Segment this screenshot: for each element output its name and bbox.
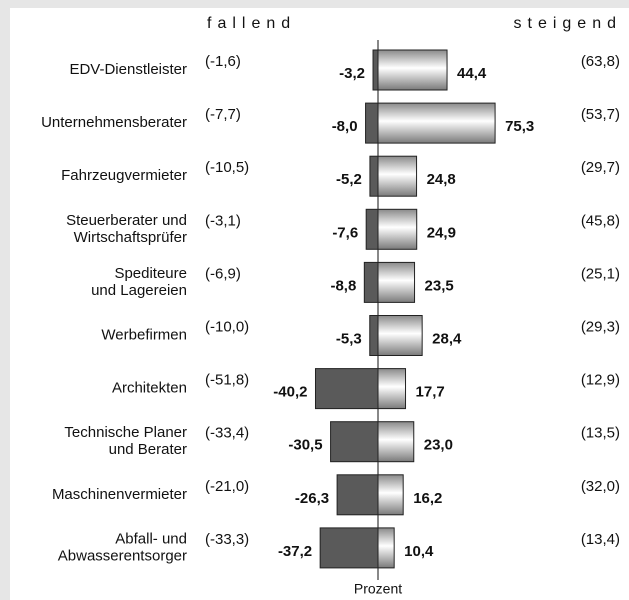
bar	[377, 155, 418, 197]
category-line: Maschinenvermieter	[52, 486, 187, 503]
bar	[363, 261, 379, 303]
value-label: 75,3	[505, 118, 534, 135]
previous-label: (-1,6)	[205, 53, 241, 70]
bar	[377, 102, 496, 144]
category-line: Werbefirmen	[101, 326, 187, 343]
previous-label: (25,1)	[581, 265, 620, 282]
value-label: 23,5	[425, 277, 454, 294]
category-label: Steuerberater und Wirtschaftsprüfer	[66, 212, 187, 246]
previous-label: (45,8)	[581, 212, 620, 229]
category-line: Abfall- und	[115, 530, 187, 547]
category-line: Fahrzeugvermieter	[61, 167, 187, 184]
value-label: -30,5	[288, 437, 322, 454]
bar	[372, 49, 379, 91]
previous-label: (-6,9)	[205, 265, 241, 282]
previous-label: (-51,8)	[205, 372, 249, 389]
value-label: -8,8	[330, 277, 356, 294]
value-label: -8,0	[332, 118, 358, 135]
previous-label: (12,9)	[581, 372, 620, 389]
category-line: Abwasserentsorger	[58, 547, 187, 564]
value-label: 28,4	[432, 330, 462, 347]
category-line: Unternehmensberater	[41, 114, 187, 131]
bar	[377, 315, 423, 356]
category-line: Architekten	[112, 380, 187, 397]
header-rising: steigend	[514, 15, 623, 32]
previous-label: (13,4)	[581, 531, 620, 548]
previous-label: (-33,3)	[205, 531, 249, 548]
x-axis-label: Prozent	[354, 581, 402, 597]
category-line: Spediteure	[114, 265, 187, 282]
category-label: Technische Planer und Berater	[64, 424, 187, 458]
value-label: -3,2	[339, 65, 365, 82]
category-line: und Lagereien	[91, 282, 187, 299]
previous-label: (-3,1)	[205, 212, 241, 229]
previous-label: (-21,0)	[205, 478, 249, 495]
bar	[377, 421, 415, 463]
category-label: Werbefirmen	[101, 326, 187, 343]
previous-label: (63,8)	[581, 53, 620, 70]
value-label: 24,8	[427, 171, 456, 188]
header-falling: fallend	[207, 15, 296, 32]
category-label: EDV-Dienstleister	[69, 61, 187, 78]
bar	[330, 421, 379, 463]
previous-label: (-10,0)	[205, 318, 249, 335]
category-line: Steuerberater und	[66, 212, 187, 229]
category-label: Architekten	[112, 380, 187, 397]
category-label: Unternehmensberater	[41, 114, 187, 131]
value-label: 23,0	[424, 437, 453, 454]
category-label: Maschinenvermieter	[52, 486, 187, 503]
category-label: Spediteure und Lagereien	[91, 265, 187, 299]
value-label: -37,2	[278, 543, 312, 560]
previous-label: (53,7)	[581, 106, 620, 123]
value-label: 24,9	[427, 224, 456, 241]
bar	[314, 368, 379, 410]
value-label: -5,3	[336, 330, 362, 347]
category-label: Abfall- und Abwasserentsorger	[58, 530, 187, 564]
previous-label: (-7,7)	[205, 106, 241, 123]
bar	[319, 527, 379, 569]
previous-label: (32,0)	[581, 478, 620, 495]
value-label: -40,2	[273, 384, 307, 401]
category-label: Fahrzeugvermieter	[61, 167, 187, 184]
bar	[336, 474, 379, 516]
bar	[377, 261, 416, 303]
value-label: 44,4	[457, 65, 487, 82]
value-label: -7,6	[332, 224, 358, 241]
bar	[377, 368, 407, 410]
previous-label: (-10,5)	[205, 159, 249, 176]
bar	[369, 155, 379, 197]
category-line: EDV-Dienstleister	[69, 61, 187, 78]
bar	[377, 49, 448, 91]
previous-label: (-33,4)	[205, 425, 249, 442]
value-label: -26,3	[295, 490, 329, 507]
bar	[377, 474, 404, 516]
category-line: und Berater	[109, 441, 187, 458]
bar	[377, 527, 395, 569]
previous-label: (29,7)	[581, 159, 620, 176]
value-label: -5,2	[336, 171, 362, 188]
category-line: Wirtschaftsprüfer	[74, 229, 187, 246]
bar	[369, 315, 379, 356]
category-line: Technische Planer	[64, 424, 187, 441]
bar	[365, 208, 379, 250]
panel	[10, 8, 629, 600]
previous-label: (29,3)	[581, 318, 620, 335]
bar	[365, 102, 379, 144]
value-label: 10,4	[404, 543, 434, 560]
bar	[377, 208, 418, 250]
value-label: 17,7	[416, 384, 445, 401]
previous-label: (13,5)	[581, 425, 620, 442]
value-label: 16,2	[413, 490, 442, 507]
